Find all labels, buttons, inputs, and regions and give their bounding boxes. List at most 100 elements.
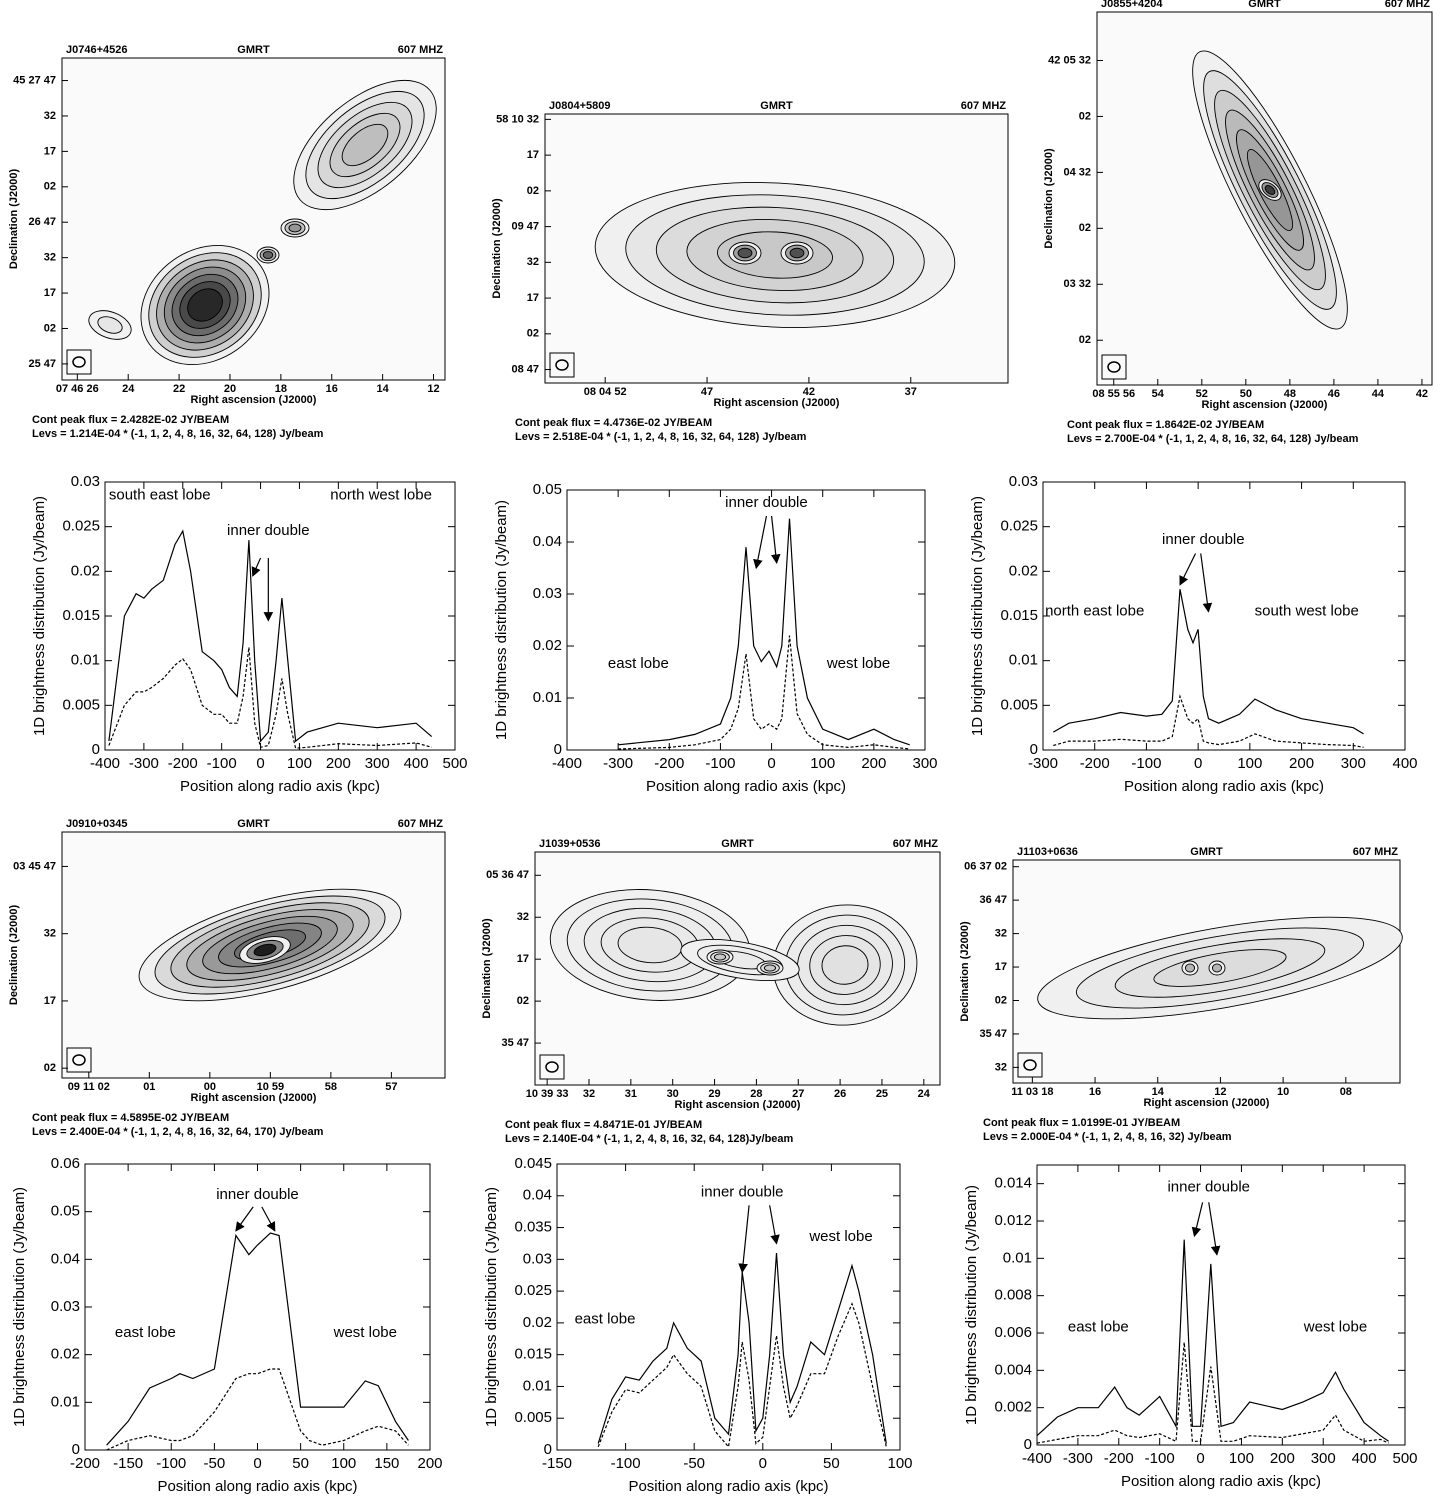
- x-tick-label: -400: [1022, 1450, 1052, 1467]
- x-tick-label: 22: [173, 383, 185, 395]
- x-tick-label: 150: [374, 1455, 399, 1472]
- y-tick-label: 0.02: [523, 1314, 552, 1331]
- y-tick-label: 0.03: [1009, 473, 1038, 490]
- x-tick-label: -100: [207, 755, 237, 772]
- y-tick-label: 17: [44, 287, 56, 299]
- annotation: west lobe: [1303, 1318, 1367, 1335]
- y-tick-label: 0.01: [1009, 652, 1038, 669]
- map-telescope: GMRT: [760, 100, 793, 112]
- x-tick-label: 08: [1340, 1086, 1352, 1098]
- y-tick-label: 45 27 47: [13, 74, 56, 86]
- profile-line: [106, 1368, 409, 1451]
- y-axis-label: Declination (J2000): [8, 169, 20, 270]
- annotation: east lobe: [608, 655, 669, 672]
- y-tick-label: 0.025: [514, 1282, 552, 1299]
- map-source: J0804+5809: [549, 100, 610, 112]
- x-tick-label: -150: [113, 1455, 143, 1472]
- y-tick-label: 17: [527, 149, 539, 161]
- y-tick-label: 0.005: [1000, 696, 1038, 713]
- x-tick-label: -300: [129, 755, 159, 772]
- contour: [1211, 963, 1223, 973]
- x-tick-label: -150: [542, 1455, 572, 1472]
- y-tick-label: 06 37 02: [964, 861, 1007, 873]
- annotation: east lobe: [575, 1311, 636, 1328]
- contour: [1264, 185, 1276, 195]
- y-tick-label: 02: [1079, 110, 1091, 122]
- y-tick-label: 32: [995, 927, 1007, 939]
- y-tick-label: 17: [44, 145, 56, 157]
- annotation: west lobe: [826, 655, 890, 672]
- annotation: south west lobe: [1255, 603, 1359, 620]
- y-tick-label: 0.025: [62, 518, 100, 535]
- profile-line: [618, 518, 910, 746]
- map-telescope: GMRT: [1248, 0, 1281, 10]
- contour: [288, 223, 302, 233]
- x-tick-label: 0: [759, 1455, 767, 1472]
- x-tick-label: 16: [326, 383, 338, 395]
- y-tick-label: 02: [517, 995, 529, 1007]
- x-axis-label: Right ascension (J2000): [191, 1092, 317, 1104]
- x-tick-label: 100: [331, 1455, 356, 1472]
- map-note: Cont peak flux = 4.4736E-02 JY/BEAM: [515, 417, 712, 429]
- x-tick-label: -100: [1131, 755, 1161, 772]
- y-tick-label: 0.01: [523, 1377, 552, 1394]
- y-tick-label: 0.01: [533, 689, 562, 706]
- map-source: J0910+0345: [66, 818, 127, 830]
- x-tick-label: -100: [705, 755, 735, 772]
- x-tick-label: 09 11 02: [68, 1081, 110, 1093]
- x-tick-label: 30: [667, 1088, 679, 1100]
- beam: [1023, 1059, 1037, 1071]
- x-axis-label: Position along radio axis (kpc): [1121, 1473, 1321, 1490]
- y-tick-label: 17: [44, 995, 56, 1007]
- contour: [262, 251, 274, 259]
- y-tick-label: 02: [995, 994, 1007, 1006]
- x-tick-label: 18: [275, 383, 287, 395]
- annotation: north west lobe: [330, 486, 432, 503]
- x-tick-label: 29: [708, 1088, 720, 1100]
- map-telescope: GMRT: [1190, 846, 1223, 858]
- y-tick-label: 0.015: [62, 607, 100, 624]
- x-axis-label: Right ascension (J2000): [714, 397, 840, 409]
- y-axis-label: Declination (J2000): [481, 918, 493, 1019]
- y-tick-label: 0.02: [533, 637, 562, 654]
- annotation: west lobe: [808, 1228, 872, 1245]
- contour: [97, 316, 123, 334]
- x-tick-label: 28: [750, 1088, 762, 1100]
- map-frequency: 607 MHZ: [398, 818, 444, 830]
- y-tick-label: 0.014: [994, 1175, 1032, 1192]
- beam-box: [66, 349, 92, 375]
- profile-line: [108, 529, 433, 743]
- x-tick-label: 0: [253, 1455, 261, 1472]
- map-source: J1039+0536: [539, 838, 600, 850]
- x-axis-label: Position along radio axis (kpc): [1124, 778, 1324, 795]
- annotation: inner double: [227, 522, 310, 539]
- x-tick-label: -200: [70, 1455, 100, 1472]
- x-tick-label: 500: [1392, 1450, 1417, 1467]
- y-axis-label: 1D brightness distribution (Jy/beam): [483, 1187, 500, 1427]
- x-tick-label: 31: [625, 1088, 637, 1100]
- y-tick-label: 26 47: [28, 216, 56, 228]
- map-frequency: 607 MHZ: [398, 44, 444, 56]
- y-tick-label: 0: [72, 1441, 80, 1458]
- annotation: east lobe: [1068, 1318, 1129, 1335]
- x-tick-label: -400: [90, 755, 120, 772]
- beam: [545, 1061, 559, 1073]
- x-tick-label: 100: [1237, 755, 1262, 772]
- x-tick-label: 50: [823, 1455, 840, 1472]
- map-note: Levs = 1.214E-04 * (-1, 1, 2, 4, 8, 16, …: [32, 428, 324, 440]
- plot-frame: [1036, 1164, 1406, 1446]
- y-tick-label: 08 47: [511, 363, 539, 375]
- beam: [555, 359, 569, 371]
- y-tick-label: 17: [517, 953, 529, 965]
- y-tick-label: 58 10 32: [496, 113, 539, 125]
- y-tick-label: 17: [527, 292, 539, 304]
- y-tick-label: 42 05 32: [1048, 54, 1091, 66]
- beam-box: [1017, 1052, 1043, 1078]
- contour: [187, 288, 223, 322]
- x-tick-label: 25: [876, 1088, 888, 1100]
- contour: [763, 964, 777, 972]
- annotation: south east lobe: [109, 486, 211, 503]
- x-tick-label: 12: [1214, 1086, 1226, 1098]
- x-tick-label: 200: [326, 755, 351, 772]
- y-axis-label: 1D brightness distribution (Jy/beam): [963, 1185, 980, 1425]
